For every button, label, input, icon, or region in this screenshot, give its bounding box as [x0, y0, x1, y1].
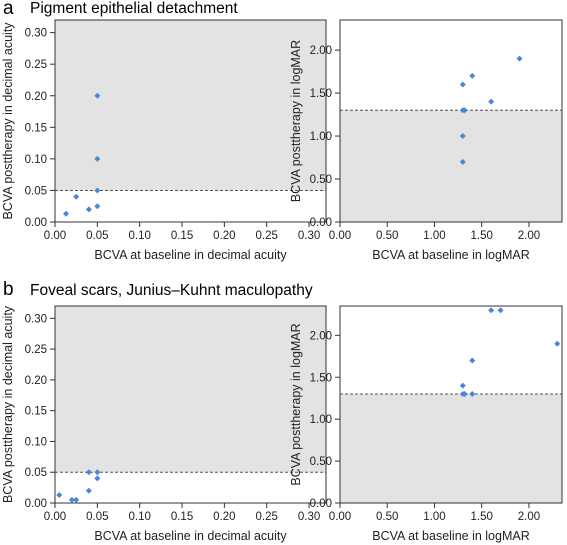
- chart-3-x-tick-label: 0.15: [171, 511, 193, 523]
- chart-3-x-tick-label: 0.00: [44, 511, 66, 523]
- chart-3-y-tick-label: 0.00: [25, 498, 47, 510]
- chart-1-data-point: [94, 203, 101, 210]
- chart-1-x-axis-label: BCVA at baseline in decimal acuity: [94, 248, 287, 262]
- chart-1-y-tick-label: 0.30: [25, 28, 47, 40]
- chart-2-x-tick-label: 0.50: [376, 230, 398, 242]
- chart-4-x-tick-label: 1.00: [423, 511, 445, 523]
- chart-4-x-axis-label: BCVA at baseline in logMAR: [372, 529, 530, 543]
- chart-3-shaded-region: [55, 306, 326, 473]
- chart-3-y-tick-label: 0.15: [25, 406, 47, 418]
- chart-3-data-point: [85, 469, 92, 476]
- chart-1-y-tick-label: 0.10: [25, 154, 47, 166]
- chart-3-y-tick-label: 0.25: [25, 344, 47, 356]
- chart-3-x-tick-label: 0.20: [213, 511, 235, 523]
- chart-4-data-point: [461, 391, 468, 398]
- chart-1-data-point: [73, 193, 80, 200]
- chart-2-shaded-region: [340, 110, 562, 222]
- chart-4-x-tick-label: 1.50: [471, 511, 493, 523]
- chart-3-y-tick-label: 0.10: [25, 436, 47, 448]
- chart-1-y-tick-label: 0.05: [25, 185, 47, 197]
- chart-4-y-tick-label: 1.50: [310, 372, 332, 384]
- chart-1-y-axis-label: BCVA posttherapy in decimal acuity: [1, 22, 15, 220]
- chart-3-y-axis-label: BCVA posttherapy in decimal acuity: [1, 305, 15, 503]
- chart-2-data-point: [488, 98, 495, 105]
- chart-2-x-axis-label: BCVA at baseline in logMAR: [372, 248, 530, 262]
- chart-2-y-axis-label: BCVA posttherapy in logMAR: [289, 40, 303, 202]
- chart-2-y-tick-label: 1.50: [310, 88, 332, 100]
- chart-2-data-point: [469, 72, 476, 79]
- chart-1-y-tick-label: 0.00: [25, 217, 47, 229]
- chart-1-x-tick-label: 0.10: [128, 230, 150, 242]
- chart-2-x-tick-label: 2.00: [518, 230, 540, 242]
- chart-2-y-tick-label: 0.50: [310, 174, 332, 186]
- panel-label-b: b: [3, 279, 14, 300]
- chart-4-data-point: [469, 391, 476, 398]
- chart-1-shaded-region: [55, 20, 326, 191]
- chart-2-x-tick-label: 1.00: [423, 230, 445, 242]
- chart-1-data-point: [85, 206, 92, 213]
- chart-2-plot-frame: [339, 19, 563, 223]
- chart-3-x-tick-label: 0.05: [86, 511, 108, 523]
- chart-4-data-point: [488, 307, 495, 314]
- chart-4-y-tick-label: 2.00: [310, 330, 332, 342]
- chart-3-y-tick-label: 0.20: [25, 375, 47, 387]
- panel-title-b: Foveal scars, Junius–Kuhnt maculopathy: [30, 282, 313, 299]
- chart-2-y-tick-label: 0.00: [310, 217, 332, 229]
- chart-4-plot-frame: [339, 305, 563, 504]
- chart-3-data-point: [68, 496, 75, 503]
- chart-1-x-tick-label: 0.00: [44, 230, 66, 242]
- chart-3-x-tick-label: 0.30: [298, 511, 320, 523]
- chart-4-data-point: [554, 340, 561, 347]
- chart-3-data-point: [56, 491, 63, 498]
- chart-2-y-tick-label: 1.00: [310, 131, 332, 143]
- chart-1-y-tick-label: 0.20: [25, 91, 47, 103]
- chart-4-x-tick-label: 2.00: [518, 511, 540, 523]
- chart-1-data-point: [94, 155, 101, 162]
- chart-4-y-tick-label: 0.50: [310, 456, 332, 468]
- panel-label-a: a: [3, 0, 14, 19]
- chart-1-data-point: [63, 210, 70, 217]
- chart-1-y-tick-label: 0.15: [25, 122, 47, 134]
- chart-3-plot-frame: [54, 305, 327, 504]
- chart-1-x-tick-label: 0.25: [256, 230, 278, 242]
- chart-1-x-tick-label: 0.30: [298, 230, 320, 242]
- chart-4-y-tick-label: 1.00: [310, 414, 332, 426]
- chart-3-data-point: [94, 469, 101, 476]
- chart-1-x-tick-label: 0.15: [171, 230, 193, 242]
- chart-4-y-tick-label: 0.00: [310, 498, 332, 510]
- chart-3-x-tick-label: 0.10: [128, 511, 150, 523]
- chart-2-data-point: [459, 133, 466, 140]
- chart-3-data-point: [94, 475, 101, 482]
- panel-title-a: Pigment epithelial detachment: [30, 0, 238, 17]
- chart-4-data-point: [497, 307, 504, 314]
- chart-1-x-tick-label: 0.20: [213, 230, 235, 242]
- chart-2-x-tick-label: 0.00: [329, 230, 351, 242]
- chart-3-y-tick-label: 0.30: [25, 313, 47, 325]
- chart-1-data-point: [94, 92, 101, 99]
- chart-3-x-axis-label: BCVA at baseline in decimal acuity: [94, 529, 287, 543]
- chart-4-data-point: [459, 382, 466, 389]
- chart-1-x-tick-label: 0.05: [86, 230, 108, 242]
- chart-3-data-point: [85, 487, 92, 494]
- chart-4-data-point: [469, 357, 476, 364]
- chart-1-data-point: [94, 187, 101, 194]
- chart-4-shaded-region: [340, 394, 562, 503]
- chart-3-data-point: [73, 496, 80, 503]
- chart-4-y-axis-label: BCVA posttherapy in logMAR: [289, 323, 303, 485]
- chart-4-x-tick-label: 0.50: [376, 511, 398, 523]
- chart-1-plot-frame: [54, 19, 327, 223]
- chart-1-y-tick-label: 0.25: [25, 59, 47, 71]
- chart-3-x-tick-label: 0.25: [256, 511, 278, 523]
- chart-4-x-tick-label: 0.00: [329, 511, 351, 523]
- chart-2-data-point: [459, 158, 466, 165]
- chart-2-y-tick-label: 2.00: [310, 45, 332, 57]
- chart-2-data-point: [459, 81, 466, 88]
- chart-2-x-tick-label: 1.50: [471, 230, 493, 242]
- chart-2-data-point: [516, 55, 523, 62]
- chart-3-y-tick-label: 0.05: [25, 467, 47, 479]
- chart-2-data-point: [461, 107, 468, 114]
